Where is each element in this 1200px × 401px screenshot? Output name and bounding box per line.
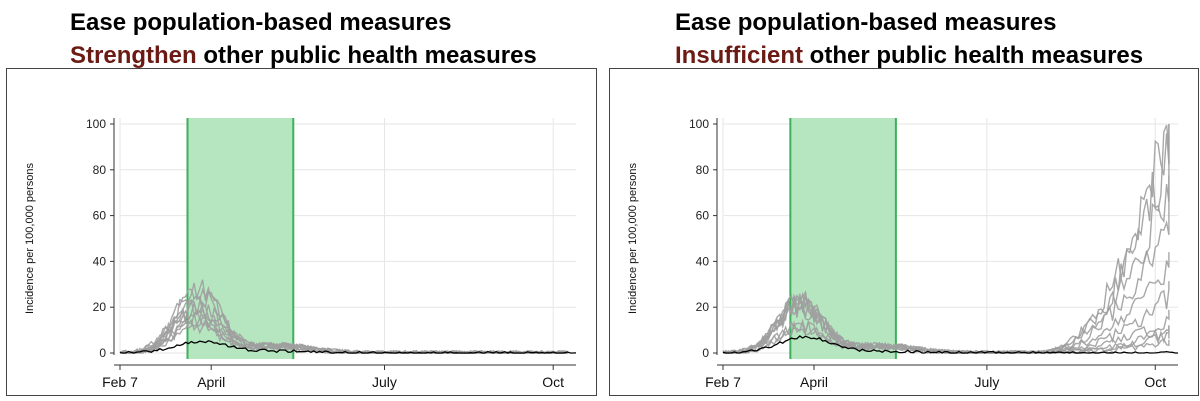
- chart-frame: 0 20 40 60 80 100 Feb 7 April July Oct Incidence p…: [6, 68, 597, 396]
- y-tick-label: 80: [93, 163, 107, 177]
- title-line-1: Ease population-based measures: [675, 9, 1057, 36]
- y-tick-label: 100: [689, 117, 709, 131]
- title-accent: Insufficient: [675, 42, 804, 69]
- x-tick-label: July: [372, 374, 397, 390]
- y-tick-label: 100: [86, 117, 106, 131]
- title-line-1: Ease population-based measures: [70, 9, 452, 36]
- chart-right: 0 20 40 60 80 100 Feb 7 April July Oct Incidence p…: [627, 117, 1178, 390]
- title-line-2: Insufficient other public health measure…: [675, 39, 1143, 72]
- x-tick-label: Feb 7: [705, 374, 741, 390]
- title-line-2: Strengthen other public health measures: [70, 39, 537, 72]
- title-accent: Strengthen: [70, 42, 197, 69]
- y-tick-label: 0: [702, 346, 709, 360]
- title-rest: other public health measures: [803, 42, 1144, 69]
- y-tick-label: 40: [93, 254, 107, 268]
- panel-title: Ease population-based measures Insuffici…: [675, 6, 1143, 72]
- baseline-line: [722, 335, 1178, 354]
- y-axis-label: Incidence per 100,000 persons: [627, 162, 639, 314]
- chart-frame: 0 20 40 60 80 100 Feb 7 April July Oct Incidence p…: [609, 68, 1199, 396]
- x-tick-label: July: [974, 374, 999, 390]
- x-tick-label: Feb 7: [102, 374, 138, 390]
- title-rest: other public health measures: [196, 42, 537, 69]
- right-panel: Ease population-based measures Insuffici…: [605, 0, 1200, 401]
- y-axis-label: Incidence per 100,000 persons: [24, 162, 36, 314]
- left-panel: Ease population-based measures Strengthe…: [6, 6, 597, 396]
- baseline-line: [119, 340, 577, 354]
- y-tick-label: 0: [99, 346, 106, 360]
- y-tick-label: 60: [696, 209, 710, 223]
- y-tick-label: 20: [93, 300, 107, 314]
- panel-title: Ease population-based measures Strengthe…: [70, 6, 537, 72]
- x-tick-label: Oct: [542, 374, 564, 390]
- x-tick-label: April: [800, 374, 828, 390]
- y-tick-label: 40: [696, 254, 710, 268]
- y-tick-label: 80: [696, 163, 710, 177]
- y-tick-label: 20: [696, 300, 710, 314]
- y-tick-label: 60: [93, 209, 107, 223]
- shaded-band: [790, 118, 896, 359]
- chart-left: 0 20 40 60 80 100 Feb 7 April July Oct Incidence p…: [24, 117, 577, 390]
- x-tick-label: April: [197, 374, 225, 390]
- x-tick-label: Oct: [1144, 374, 1166, 390]
- simulation-line: [722, 252, 1170, 354]
